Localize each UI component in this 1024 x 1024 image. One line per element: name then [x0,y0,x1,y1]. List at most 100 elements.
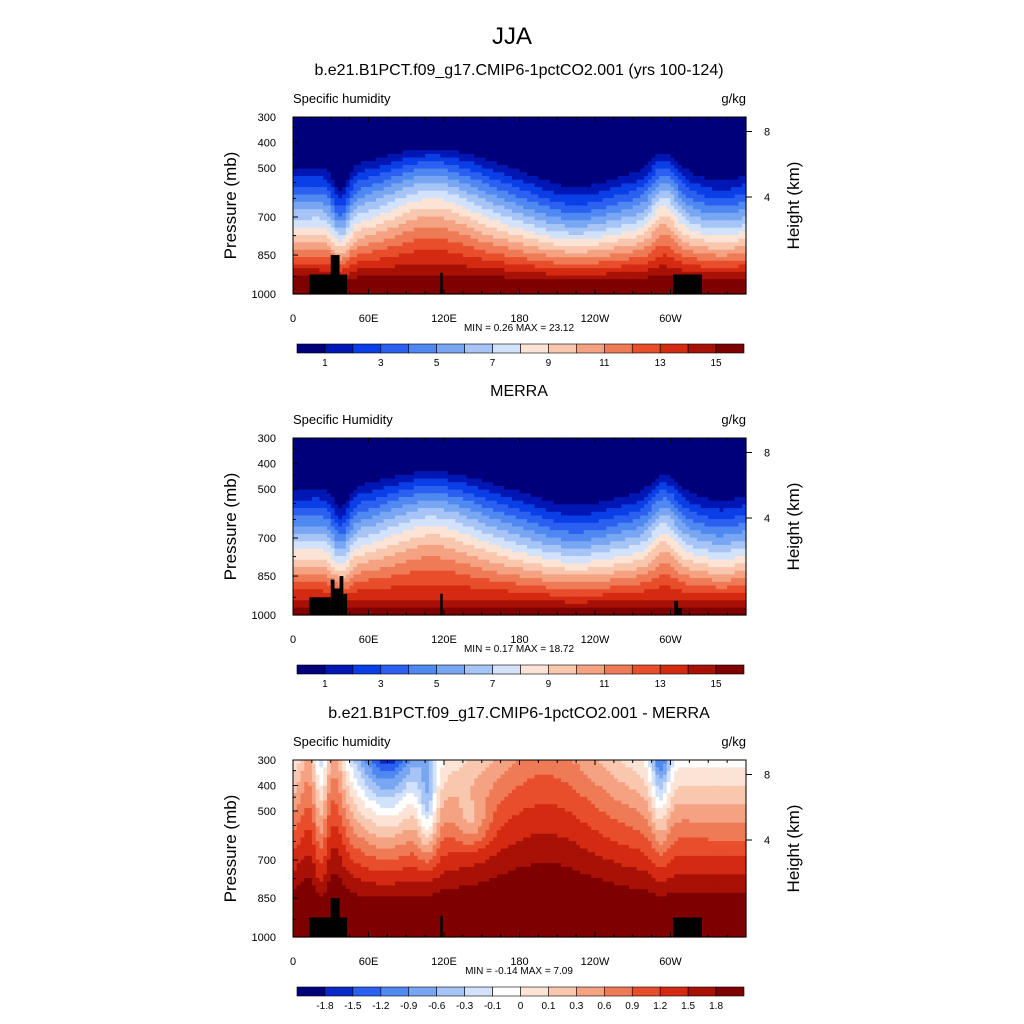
y2-axis-title: Height (km) [784,162,803,250]
colorbar-swatch [548,664,577,675]
y-tick-label: 1000 [252,932,276,944]
colorbar-swatch [492,343,521,354]
colorbar-label: 9 [546,679,552,690]
y-tick-label: 400 [258,780,276,792]
colorbar-label: 9 [546,358,552,369]
colorbar-label: -1.8 [316,1001,334,1012]
y-axis-title: Pressure (mb) [221,473,240,581]
colorbar-swatch [548,986,577,997]
colorbar-swatch [436,343,465,354]
topography-mask [309,576,682,615]
units-label: g/kg [721,91,746,106]
y-tick-label: 500 [258,163,276,175]
colorbar-swatch [436,664,465,675]
x-tick-label: 180 [510,956,528,968]
colorbar-swatch [408,664,437,675]
colorbar-swatch [576,664,605,675]
colorbar-swatch [352,986,382,997]
y-tick-label: 500 [258,484,276,496]
y-tick-label: 850 [258,571,276,583]
colorbar-swatch [324,986,354,997]
colorbar-swatch [352,343,382,354]
y2-tick-label: 4 [764,192,770,204]
colorbar-swatch [380,986,410,997]
colorbar-label: 11 [599,358,610,369]
colorbar-swatch [492,664,521,675]
colorbar-swatch [408,986,437,997]
colorbar-swatch [464,343,493,354]
chart-panel-3: b.e21.B1PCT.f09_g17.CMIP6-1pctCO2.001 - … [221,705,803,1012]
colorbar-label: 0.9 [625,1001,639,1012]
x-tick-label: 60W [659,956,682,968]
colorbar-label: -0.1 [484,1001,502,1012]
figure-title: JJA [492,23,532,50]
x-tick-label: 60W [659,634,682,646]
colorbar-label: 1.5 [681,1001,695,1012]
units-label: g/kg [721,734,746,749]
y-tick-label: 500 [258,806,276,818]
colorbar-swatch [576,986,605,997]
colorbar-label: -1.2 [372,1001,390,1012]
colorbar: 1 3 5 7 9 11 13 15 [296,664,745,690]
colorbar-swatch [380,343,410,354]
colorbar-swatch [436,986,465,997]
colorbar-swatch [380,664,410,675]
y-axis-title: Pressure (mb) [221,152,240,260]
colorbar-label: 5 [434,358,440,369]
colorbar-swatch [352,664,382,675]
y2-tick-label: 8 [764,770,770,782]
x-tick-label: 0 [290,634,296,646]
colorbar-label: 13 [655,679,667,690]
colorbar-label: 1 [322,358,328,369]
x-tick-label: 180 [510,634,528,646]
x-tick-label: 60W [659,313,682,325]
y-tick-label: 700 [258,533,276,545]
colorbar-label: -1.5 [344,1001,362,1012]
colorbar-swatch [659,664,689,675]
y-tick-label: 300 [258,755,276,767]
y2-tick-label: 4 [764,835,770,847]
colorbar-swatch [687,986,717,997]
y-axis-title: Pressure (mb) [221,795,240,903]
colorbar-label: 5 [434,679,440,690]
y-tick-label: 700 [258,212,276,224]
y2-axis-title: Height (km) [784,805,803,893]
colorbar-label: -0.3 [456,1001,474,1012]
y-tick-label: 1000 [252,289,276,301]
y-tick-label: 850 [258,893,276,905]
colorbar: -1.8 -1.5 -1.2 -0.9 -0.6 -0.3 -0.1 0 0.1 0.3 0.6 0.… [296,986,745,1012]
colorbar-swatch [324,664,354,675]
colorbar-swatch [408,343,437,354]
colorbar-swatch [604,343,633,354]
colorbar-swatch [631,343,661,354]
x-tick-label: 120W [581,956,610,968]
contour-field [293,438,747,616]
colorbar-swatch [464,986,493,997]
y2-tick-label: 4 [764,513,770,525]
colorbar: 1 3 5 7 9 11 13 15 [296,343,745,369]
colorbar-label: 0 [518,1001,524,1012]
y2-axis-title: Height (km) [784,483,803,571]
x-tick-label: 0 [290,313,296,325]
y2-tick-label: 8 [764,127,770,139]
colorbar-swatch [715,343,745,354]
colorbar-swatch [324,343,354,354]
y-tick-label: 300 [258,112,276,124]
colorbar-swatch [631,664,661,675]
colorbar-label: 0.6 [597,1001,611,1012]
colorbar-swatch [296,343,326,354]
variable-label: Specific humidity [293,734,391,749]
units-label: g/kg [721,412,746,427]
colorbar-swatch [492,986,521,997]
colorbar-swatch [548,343,577,354]
colorbar-swatch [520,343,549,354]
x-tick-label: 120E [431,313,457,325]
colorbar-swatch [631,986,661,997]
x-tick-label: 60E [359,313,379,325]
topography-mask [309,898,702,937]
x-tick-label: 180 [510,313,528,325]
chart-panel-1: b.e21.B1PCT.f09_g17.CMIP6-1pctCO2.001 (y… [221,62,803,369]
colorbar-label: 0.3 [569,1001,583,1012]
colorbar-label: 0.1 [541,1001,555,1012]
